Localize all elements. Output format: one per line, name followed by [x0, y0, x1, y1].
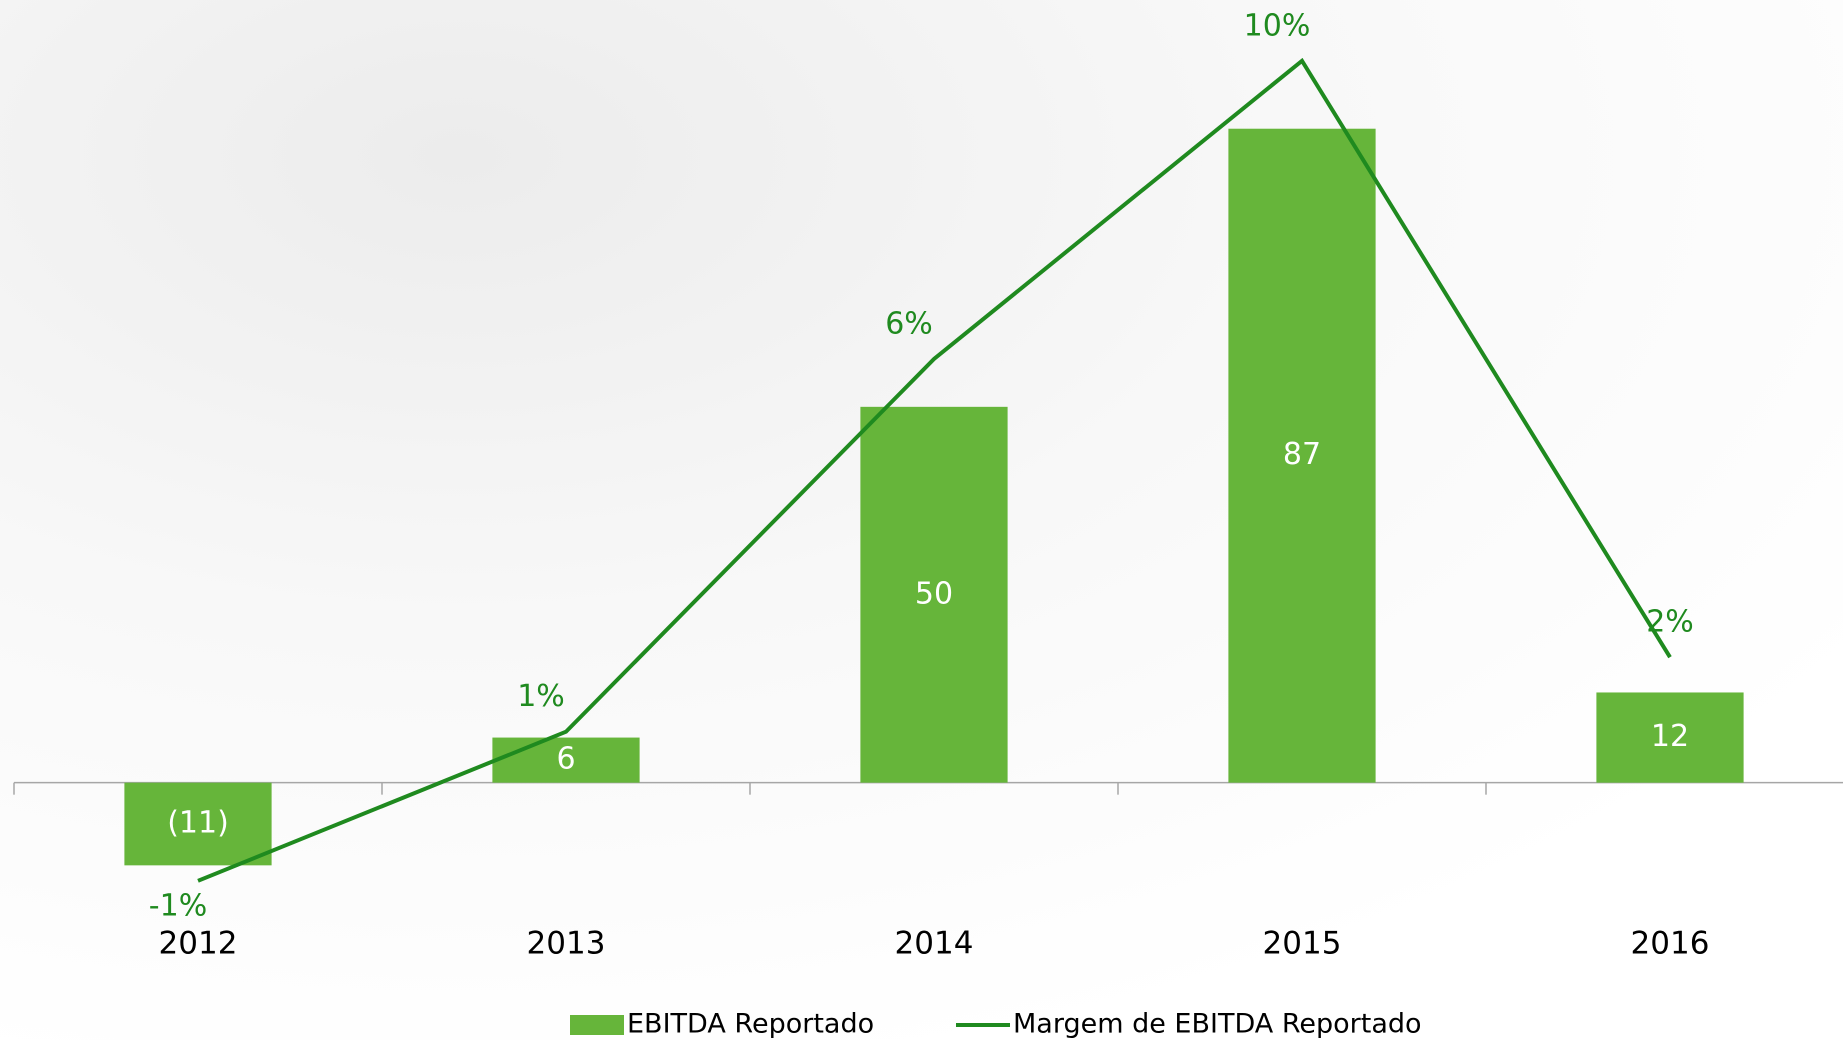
- bar: [1228, 128, 1376, 783]
- line-value-label: 10%: [1244, 8, 1311, 43]
- bar: [492, 737, 640, 783]
- bar: [1596, 692, 1744, 783]
- line: [197, 57, 1672, 883]
- bar-value-label: 12: [1651, 719, 1689, 754]
- bar: [860, 406, 1008, 783]
- bar-value-label: 6: [556, 742, 575, 777]
- x-tick-label: 2016: [1631, 926, 1710, 962]
- legend-label: EBITDA Reportado: [627, 1009, 874, 1040]
- bar-value-label: 50: [915, 576, 953, 611]
- line-value-label: 2%: [1646, 605, 1694, 640]
- legend-label: Margem de EBITDA Reportado: [1013, 1009, 1422, 1040]
- bar-value-label: (11): [167, 806, 229, 841]
- x-tick-label: 2012: [159, 926, 238, 962]
- bar: [124, 782, 272, 866]
- line-value-label: 6%: [885, 307, 933, 342]
- line-value-label: 1%: [517, 679, 565, 714]
- x-tick-label: 2013: [527, 926, 606, 962]
- legend-swatch: [570, 1015, 624, 1035]
- bar-value-label: 87: [1283, 437, 1321, 472]
- line-value-label: -1%: [149, 888, 207, 923]
- x-tick-label: 2014: [895, 926, 974, 962]
- x-tick-label: 2015: [1263, 926, 1342, 962]
